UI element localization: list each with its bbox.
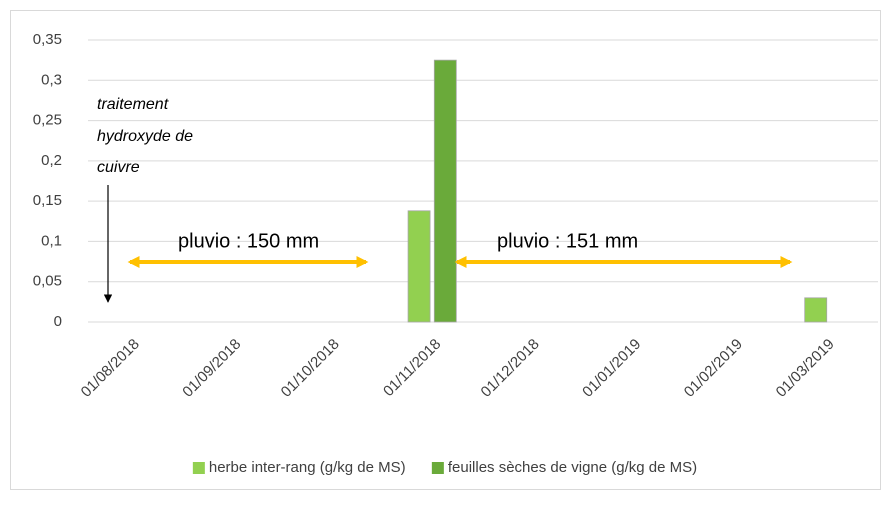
y-tick-label: 0,25 [33,112,62,129]
y-tick-label: 0,2 [41,152,62,169]
legend-label: herbe inter-rang (g/kg de MS) [209,459,406,476]
rain-label: pluvio : 150 mm [178,230,319,252]
y-tick-label: 0,3 [41,71,62,88]
legend-swatch [192,462,205,474]
y-tick-label: 0 [54,313,62,330]
y-tick-label: 0,1 [41,232,62,249]
bar [407,210,431,323]
bar [804,297,828,323]
y-tick-label: 0,15 [33,192,62,209]
annotation: hydroxyde de [97,128,193,145]
legend-swatch [431,462,444,474]
bar [433,59,457,323]
rain-label: pluvio : 151 mm [497,230,638,252]
legend-label: feuilles sèches de vigne (g/kg de MS) [448,459,697,476]
annotation: cuivre [97,159,140,176]
annotation: traitement [97,96,169,113]
y-tick-label: 0,35 [33,31,62,48]
y-tick-label: 0,05 [33,273,62,290]
